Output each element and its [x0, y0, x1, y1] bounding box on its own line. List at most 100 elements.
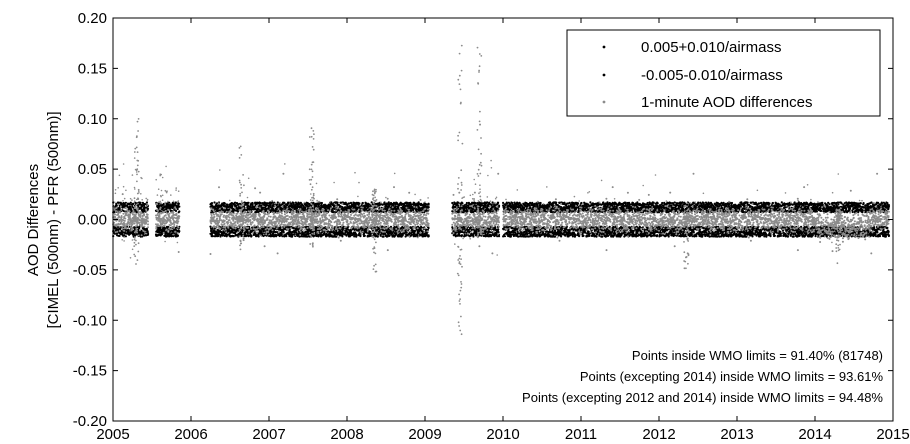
- upper-limit-point: [427, 206, 430, 209]
- upper-limit-point: [358, 202, 361, 205]
- lower-limit-point: [232, 235, 235, 238]
- lower-limit-point: [171, 232, 174, 235]
- upper-limit-point: [555, 201, 558, 204]
- upper-limit-point: [296, 207, 299, 210]
- lower-limit-point: [601, 235, 604, 238]
- upper-limit-point: [291, 204, 294, 208]
- upper-limit-point: [329, 205, 332, 208]
- upper-limit-point: [276, 201, 279, 204]
- lower-limit-point: [302, 235, 305, 238]
- lower-limit-point: [281, 235, 284, 238]
- upper-limit-point: [548, 201, 552, 204]
- upper-limit-point: [167, 203, 171, 206]
- lower-limit-point: [316, 226, 319, 229]
- upper-limit-point: [336, 201, 339, 204]
- lower-limit-point: [497, 228, 500, 231]
- upper-limit-point: [523, 206, 526, 209]
- upper-limit-point: [511, 202, 514, 205]
- lower-limit-point: [176, 234, 179, 237]
- upper-limit-point: [474, 202, 477, 205]
- upper-limit-point: [236, 210, 240, 213]
- lower-limit-point: [118, 234, 121, 237]
- upper-limit-point: [129, 201, 132, 204]
- upper-limit-point: [461, 202, 464, 205]
- upper-limit-point: [451, 201, 454, 205]
- upper-limit-point: [137, 204, 140, 207]
- lower-limit-point: [146, 230, 149, 233]
- lower-limit-point: [246, 232, 249, 235]
- upper-limit-point: [333, 207, 336, 210]
- lower-limit-point: [260, 230, 263, 233]
- upper-limit-point: [230, 204, 234, 207]
- upper-limit-point: [210, 202, 214, 205]
- lower-limit-point: [262, 229, 265, 233]
- upper-limit-point: [536, 203, 539, 206]
- lower-limit-point: [236, 229, 240, 232]
- lower-limit-point: [124, 232, 127, 235]
- upper-limit-point: [232, 210, 235, 213]
- upper-limit-point: [290, 202, 293, 205]
- lower-limit-point: [274, 230, 277, 234]
- lower-limit-point: [268, 234, 271, 238]
- lower-limit-point: [341, 235, 344, 238]
- lower-limit-point: [355, 233, 358, 237]
- upper-limit-point: [165, 207, 168, 210]
- upper-limit-point: [269, 204, 272, 207]
- upper-limit-point: [539, 201, 542, 205]
- upper-limit-point: [266, 202, 269, 205]
- lower-limit-point: [388, 234, 391, 237]
- upper-limit-point: [465, 201, 468, 205]
- lower-limit-point: [295, 231, 298, 234]
- upper-limit-point: [298, 206, 301, 209]
- lower-limit-point: [320, 231, 323, 234]
- upper-limit-point: [287, 202, 290, 205]
- lower-limit-point: [136, 226, 139, 229]
- upper-limit-point: [132, 206, 135, 209]
- lower-limit-point: [178, 230, 181, 233]
- upper-limit-point: [497, 201, 500, 204]
- upper-limit-point: [457, 201, 460, 204]
- upper-limit-point: [128, 203, 131, 206]
- lower-limit-point: [292, 226, 295, 229]
- upper-limit-point: [178, 205, 181, 208]
- upper-limit-point: [491, 201, 494, 204]
- lower-limit-point: [595, 235, 598, 238]
- upper-limit-point: [223, 202, 226, 205]
- lower-limit-point: [288, 228, 291, 231]
- upper-limit-point: [315, 204, 318, 207]
- lower-limit-point: [376, 235, 379, 238]
- upper-limit-point: [178, 210, 181, 213]
- lower-limit-point: [335, 235, 338, 238]
- upper-limit-point: [225, 207, 228, 210]
- lower-limit-point: [307, 232, 310, 235]
- lower-limit-point: [614, 232, 617, 235]
- lower-limit-point: [582, 234, 585, 237]
- upper-limit-point: [613, 205, 616, 208]
- upper-limit-point: [169, 207, 172, 210]
- upper-limit-point: [146, 207, 150, 210]
- lower-limit-point: [318, 229, 321, 232]
- upper-limit-point: [361, 201, 364, 205]
- upper-limit-point: [144, 203, 147, 206]
- lower-limit-point: [158, 231, 161, 234]
- upper-limit-point: [317, 205, 321, 208]
- upper-limit-point: [213, 201, 216, 204]
- upper-limit-point: [370, 201, 373, 204]
- lower-limit-point: [123, 234, 126, 237]
- lower-limit-point: [124, 235, 127, 238]
- upper-limit-point: [122, 209, 125, 212]
- upper-limit-point: [292, 202, 295, 205]
- upper-limit-point: [157, 202, 160, 205]
- upper-limit-point: [214, 207, 217, 210]
- lower-limit-point: [160, 232, 164, 236]
- upper-limit-point: [260, 204, 263, 207]
- upper-limit-point: [275, 203, 279, 206]
- lower-limit-point: [460, 234, 464, 237]
- upper-limit-point: [474, 204, 478, 207]
- lower-limit-point: [209, 225, 212, 228]
- upper-limit-point: [129, 205, 132, 208]
- upper-limit-point: [164, 205, 167, 208]
- lower-limit-point: [142, 232, 145, 235]
- lower-limit-point: [553, 235, 557, 238]
- upper-limit-point: [267, 207, 270, 210]
